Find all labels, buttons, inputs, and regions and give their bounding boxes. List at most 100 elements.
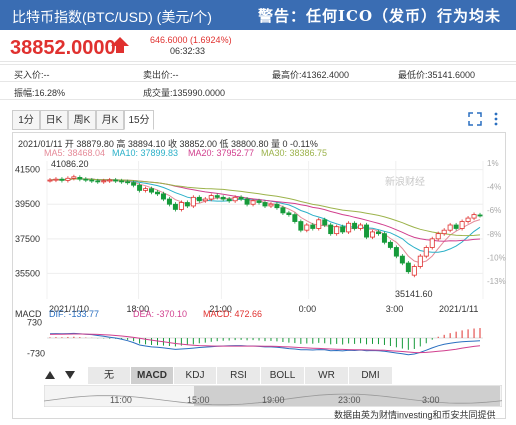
candle [83, 178, 89, 181]
candle [328, 224, 334, 235]
ma20-line [49, 178, 481, 242]
candle [196, 196, 202, 202]
pct-tick-label: -8% [487, 230, 501, 239]
fullscreen-icon[interactable] [468, 112, 482, 126]
ask-price: 卖出价:-- [143, 70, 179, 80]
divider [0, 64, 516, 65]
candle [352, 222, 358, 229]
candle [256, 200, 262, 203]
candle [107, 179, 113, 182]
pct-tick-label: -6% [487, 206, 501, 215]
candle [435, 233, 441, 240]
bid-price: 买入价:-- [14, 70, 50, 80]
candle [465, 217, 471, 222]
candle [89, 179, 95, 182]
candle [411, 266, 417, 276]
y-tick-label: 35500 [15, 268, 40, 278]
macd-label: MACD [15, 309, 42, 319]
macd-tick-label: -730 [27, 348, 45, 357]
navigator-time-label: 11:00 [110, 395, 132, 405]
candle [226, 198, 232, 202]
candle [393, 247, 399, 257]
y-tick-label: 41500 [15, 165, 40, 175]
candle [316, 219, 322, 229]
macd-tick-label: 730 [27, 318, 42, 328]
candle [143, 188, 149, 191]
warning-banner: 警告：任何ICO（发币）行为均未 [258, 7, 502, 25]
candle [95, 180, 101, 183]
price-row [0, 30, 516, 62]
x-tick-label: 21:00 [209, 304, 232, 314]
low-marker: 35141.60 [395, 289, 433, 299]
x-tick-label: 0:00 [299, 304, 317, 314]
candle [453, 224, 459, 229]
indicator-dmi[interactable]: DMI [349, 367, 393, 384]
indicator-rsi[interactable]: RSI [217, 367, 261, 384]
candle [399, 255, 405, 264]
candle [232, 196, 238, 202]
candle [65, 177, 71, 181]
y-tick-label: 39500 [15, 199, 40, 209]
chart-panel [12, 132, 506, 419]
candle [387, 241, 393, 248]
candle [101, 180, 107, 183]
candle [125, 181, 131, 184]
candle [429, 238, 435, 248]
tab-weekly[interactable]: 周K [68, 110, 96, 130]
candle [358, 224, 364, 229]
indicator-boll[interactable]: BOLL [261, 367, 305, 384]
x-tick-label: 3:00 [386, 304, 404, 314]
candle [202, 198, 208, 202]
candle [304, 224, 310, 231]
scroll-up-icon[interactable] [44, 369, 56, 381]
candle [375, 231, 381, 235]
divider [0, 99, 516, 100]
pct-tick-label: -13% [487, 277, 506, 286]
candlestick-chart[interactable]: 41500 39500 37500 35500 1% -4% -6% -8% -10% -13% 新… [13, 157, 506, 357]
candle [184, 202, 190, 207]
watermark: 新浪财经 [385, 175, 425, 188]
pct-tick-label: -10% [487, 253, 506, 262]
indicator-kdj[interactable]: KDJ [174, 367, 217, 384]
tab-1min[interactable]: 1分 [12, 110, 40, 130]
candle [47, 179, 53, 182]
candle [113, 179, 119, 182]
candle [334, 226, 340, 235]
indicator-none[interactable]: 无 [88, 367, 131, 384]
scroll-down-icon[interactable] [64, 369, 76, 381]
navigator-time-label: 19:00 [262, 395, 285, 405]
candle [155, 191, 160, 195]
candle [149, 188, 155, 193]
candle [286, 212, 292, 216]
tab-monthly[interactable]: 月K [96, 110, 124, 130]
candle [322, 219, 328, 226]
candle [250, 200, 256, 205]
candle [346, 222, 352, 233]
candle [131, 182, 137, 186]
ma5-line [49, 178, 481, 264]
more-icon[interactable] [490, 112, 502, 126]
indicator-wr[interactable]: WR [305, 367, 349, 384]
low-price: 最低价:35141.6000 [398, 70, 476, 80]
candle [268, 203, 274, 207]
high-price: 最高价:41362.4000 [272, 70, 350, 80]
tab-15min[interactable]: 15分 [124, 110, 154, 130]
indicator-macd[interactable]: MACD [131, 367, 174, 384]
candle [340, 226, 346, 233]
dif-label: DIF: -133.77 [49, 309, 99, 319]
candle [292, 214, 298, 222]
tab-daily[interactable]: 日K [40, 110, 68, 130]
candle [280, 207, 286, 214]
candle [310, 224, 316, 229]
dea-line [49, 333, 481, 354]
time-navigator[interactable]: 11:00 15:00 19:00 23:00 3:00 [44, 385, 502, 407]
ma30-label: MA30: 38386.75 [261, 148, 328, 158]
pct-tick-label: -4% [487, 183, 501, 192]
current-price: 38852.0000 [10, 37, 116, 59]
page-title: 比特币指数(BTC/USD) (美元/个) [12, 9, 212, 25]
candle [364, 224, 370, 238]
navigator-time-label: 23:00 [338, 395, 361, 405]
candle [178, 202, 184, 210]
candle [137, 184, 143, 191]
candle [190, 196, 196, 207]
